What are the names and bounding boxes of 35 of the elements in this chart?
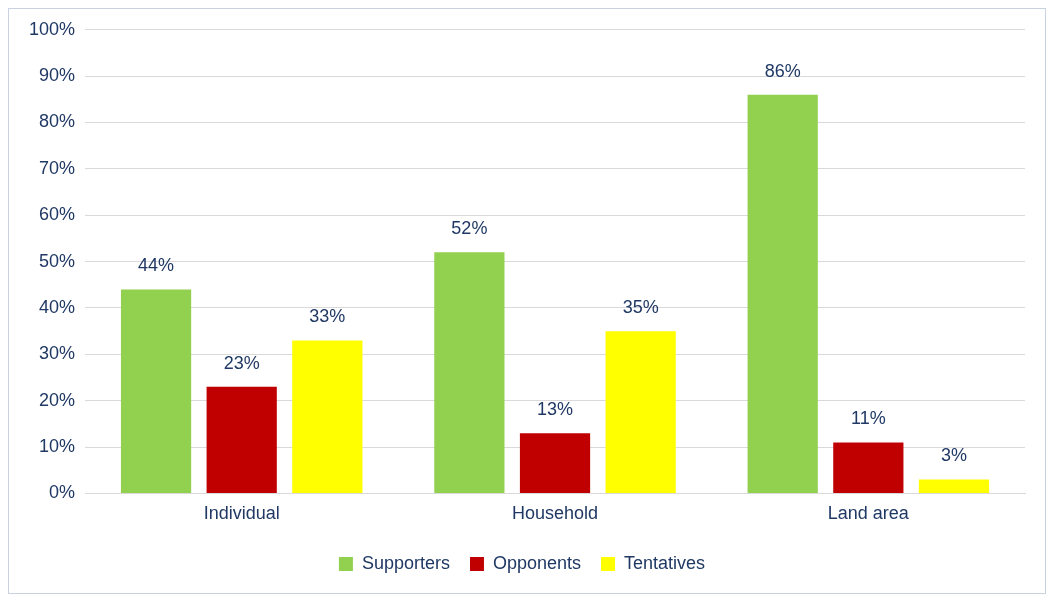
legend-label: Opponents xyxy=(492,552,582,573)
data-label: 52% xyxy=(451,218,488,239)
y-tick-label: 90% xyxy=(39,65,76,86)
legend-label: Supporters xyxy=(361,552,450,573)
y-tick-label: 10% xyxy=(39,436,76,457)
data-label: 35% xyxy=(622,297,659,318)
data-label: 13% xyxy=(537,399,574,420)
x-tick-label: Household xyxy=(511,503,599,524)
bar xyxy=(605,331,676,493)
bar xyxy=(292,340,363,493)
legend-label: Tentatives xyxy=(624,552,706,573)
x-tick-label: Land area xyxy=(827,503,910,524)
data-label: 3% xyxy=(940,445,967,466)
bar xyxy=(833,442,904,493)
y-tick-label: 0% xyxy=(49,482,76,503)
bar xyxy=(206,386,277,493)
bar xyxy=(120,289,192,493)
data-label: 44% xyxy=(138,255,175,276)
data-label: 33% xyxy=(309,306,346,327)
y-tick-label: 20% xyxy=(39,389,76,410)
data-label: 11% xyxy=(850,408,886,429)
bar xyxy=(519,433,591,493)
bar xyxy=(918,479,990,493)
y-tick-label: 80% xyxy=(39,111,76,132)
data-label: 23% xyxy=(223,352,260,373)
y-tick-label: 60% xyxy=(39,204,76,225)
y-tick-label: 100% xyxy=(28,18,76,39)
x-tick-label: Individual xyxy=(203,503,280,524)
data-label: 86% xyxy=(764,60,801,81)
y-tick-label: 30% xyxy=(39,343,76,364)
bar xyxy=(747,94,818,493)
y-tick-label: 40% xyxy=(39,296,76,317)
y-tick-label: 70% xyxy=(39,157,76,178)
y-tick-label: 50% xyxy=(39,250,76,271)
bar xyxy=(434,252,505,493)
